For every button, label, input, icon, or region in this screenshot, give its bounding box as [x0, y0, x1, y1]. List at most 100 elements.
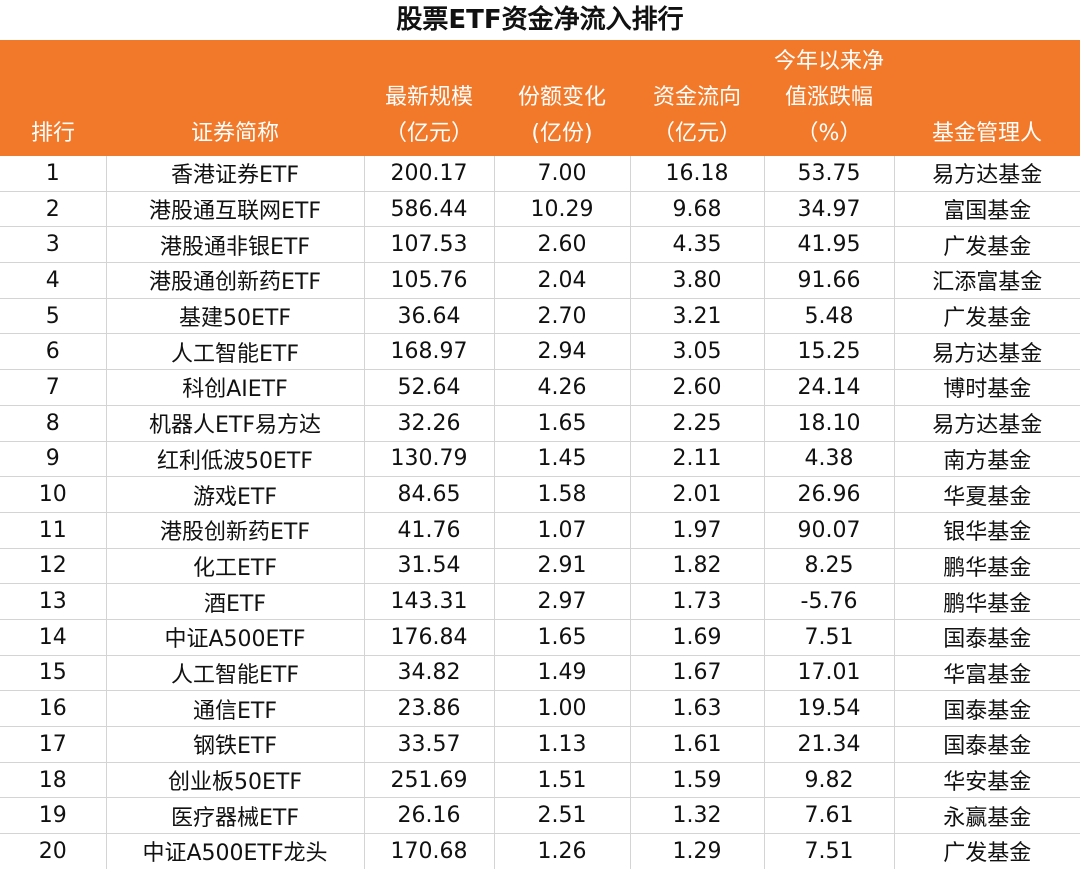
cell-name: 香港证券ETF: [105, 156, 364, 192]
header-scale: 最新规模 （亿元）: [364, 40, 494, 156]
table-row: 4 港股通创新药ETF 105.76 2.04 3.80 91.66 汇添富基金: [0, 262, 1080, 299]
cell-scale: 143.31: [363, 583, 494, 620]
cell-share-change: 1.65: [493, 619, 630, 656]
cell-manager: 广发基金: [893, 226, 1080, 264]
table-row: 12 化工ETF 31.54 2.91 1.82 8.25 鹏华基金: [0, 548, 1080, 585]
cell-manager: 华富基金: [893, 655, 1080, 692]
cell-manager: 易方达基金: [893, 333, 1080, 371]
cell-share-change: 1.26: [493, 833, 630, 869]
cell-scale: 586.44: [363, 191, 494, 228]
cell-name: 机器人ETF易方达: [105, 405, 364, 442]
header-name: 证券简称: [106, 40, 364, 156]
cell-fund-flow: 4.35: [629, 226, 764, 264]
cell-name: 人工智能ETF: [105, 333, 364, 371]
cell-rank: 9: [0, 441, 106, 478]
table-row: 6 人工智能ETF 168.97 2.94 3.05 15.25 易方达基金: [0, 333, 1080, 371]
cell-scale: 170.68: [363, 833, 494, 869]
header-rank: 排行: [0, 40, 106, 156]
cell-share-change: 2.51: [493, 797, 630, 835]
cell-fund-flow: 1.32: [629, 797, 764, 835]
cell-fund-flow: 9.68: [629, 191, 764, 228]
cell-manager: 易方达基金: [893, 405, 1080, 442]
cell-name: 酒ETF: [105, 583, 364, 620]
cell-name: 科创AIETF: [105, 369, 364, 406]
cell-manager: 鹏华基金: [893, 583, 1080, 620]
cell-manager: 鹏华基金: [893, 548, 1080, 585]
cell-rank: 3: [0, 226, 106, 264]
cell-scale: 36.64: [363, 298, 494, 335]
cell-ytd-return: 15.25: [763, 333, 894, 371]
cell-rank: 12: [0, 548, 106, 585]
cell-rank: 11: [0, 512, 106, 549]
table-row: 1 香港证券ETF 200.17 7.00 16.18 53.75 易方达基金: [0, 156, 1080, 192]
table-row: 10 游戏ETF 84.65 1.58 2.01 26.96 华夏基金: [0, 476, 1080, 513]
cell-share-change: 1.00: [493, 690, 630, 727]
table-row: 19 医疗器械ETF 26.16 2.51 1.32 7.61 永赢基金: [0, 797, 1080, 835]
cell-scale: 168.97: [363, 333, 494, 371]
table-row: 16 通信ETF 23.86 1.00 1.63 19.54 国泰基金: [0, 690, 1080, 727]
header-fund-flow: 资金流向 （亿元）: [630, 40, 764, 156]
header-ytd-return: 今年以来净 值涨跌幅 （%）: [764, 40, 894, 156]
cell-scale: 34.82: [363, 655, 494, 692]
cell-share-change: 2.91: [493, 548, 630, 585]
cell-share-change: 4.26: [493, 369, 630, 406]
cell-scale: 31.54: [363, 548, 494, 585]
table-row: 9 红利低波50ETF 130.79 1.45 2.11 4.38 南方基金: [0, 441, 1080, 478]
cell-name: 港股通非银ETF: [105, 226, 364, 264]
cell-rank: 17: [0, 726, 106, 763]
cell-name: 红利低波50ETF: [105, 441, 364, 478]
cell-scale: 107.53: [363, 226, 494, 264]
cell-ytd-return: 19.54: [763, 690, 894, 727]
cell-fund-flow: 2.25: [629, 405, 764, 442]
cell-ytd-return: -5.76: [763, 583, 894, 620]
cell-scale: 176.84: [363, 619, 494, 656]
cell-name: 钢铁ETF: [105, 726, 364, 763]
cell-ytd-return: 91.66: [763, 262, 894, 299]
cell-rank: 20: [38, 838, 67, 864]
cell-share-change: 1.65: [493, 405, 630, 442]
cell-share-change: 2.97: [493, 583, 630, 620]
cell-manager: 广发基金: [893, 833, 1080, 869]
cell-fund-flow: 16.18: [629, 156, 764, 192]
cell-ytd-return: 9.82: [763, 762, 894, 799]
page-title: 股票ETF资金净流入排行: [396, 5, 684, 35]
cell-scale: 52.64: [363, 369, 494, 406]
cell-rank: 15: [0, 655, 106, 692]
cell-manager: 国泰基金: [893, 726, 1080, 763]
cell-ytd-return: 41.95: [763, 226, 894, 264]
cell-rank: 6: [0, 333, 106, 371]
cell-ytd-return: 7.51: [763, 619, 894, 656]
cell-manager: 汇添富基金: [893, 262, 1080, 299]
table-row: 17 钢铁ETF 33.57 1.13 1.61 21.34 国泰基金: [0, 726, 1080, 763]
cell-ytd-return: 21.34: [763, 726, 894, 763]
cell-fund-flow: 1.82: [629, 548, 764, 585]
cell-rank: 7: [0, 369, 106, 406]
cell-fund-flow: 2.60: [629, 369, 764, 406]
cell-ytd-return: 90.07: [763, 512, 894, 549]
cell-manager: 易方达基金: [893, 156, 1080, 192]
cell-rank: 16: [0, 690, 106, 727]
header-manager: 基金管理人: [894, 40, 1080, 156]
table-row: 7 科创AIETF 52.64 4.26 2.60 24.14 博时基金: [0, 369, 1080, 406]
cell-manager: 国泰基金: [893, 690, 1080, 727]
table-row: 15 人工智能ETF 34.82 1.49 1.67 17.01 华富基金: [0, 655, 1080, 692]
cell-share-change: 7.00: [493, 156, 630, 192]
cell-fund-flow: 2.01: [629, 476, 764, 513]
cell-share-change: 10.29: [493, 191, 630, 228]
cell-rank: 19: [0, 797, 106, 835]
cell-ytd-return: 24.14: [763, 369, 894, 406]
cell-fund-flow: 1.67: [629, 655, 764, 692]
cell-scale: 26.16: [363, 797, 494, 835]
table-row: 11 港股创新药ETF 41.76 1.07 1.97 90.07 银华基金: [0, 512, 1080, 549]
cell-fund-flow: 1.97: [629, 512, 764, 549]
header-share-change: 份额变化 (亿份): [494, 40, 630, 156]
cell-fund-flow: 1.69: [629, 619, 764, 656]
table-body: 1 香港证券ETF 200.17 7.00 16.18 53.75 易方达基金 2 港股通互联网…: [0, 156, 1080, 869]
table-header: 排行 证券简称 最新规模 （亿元） 份额变化 (亿份) 资金流向 （亿元） 今年…: [0, 40, 1080, 156]
cell-manager: 银华基金: [893, 512, 1080, 549]
table-row: 8 机器人ETF易方达 32.26 1.65 2.25 18.10 易方达基金: [0, 405, 1080, 442]
cell-scale: 251.69: [363, 762, 494, 799]
cell-fund-flow: 1.73: [629, 583, 764, 620]
cell-share-change: 1.58: [493, 476, 630, 513]
cell-ytd-return: 17.01: [763, 655, 894, 692]
